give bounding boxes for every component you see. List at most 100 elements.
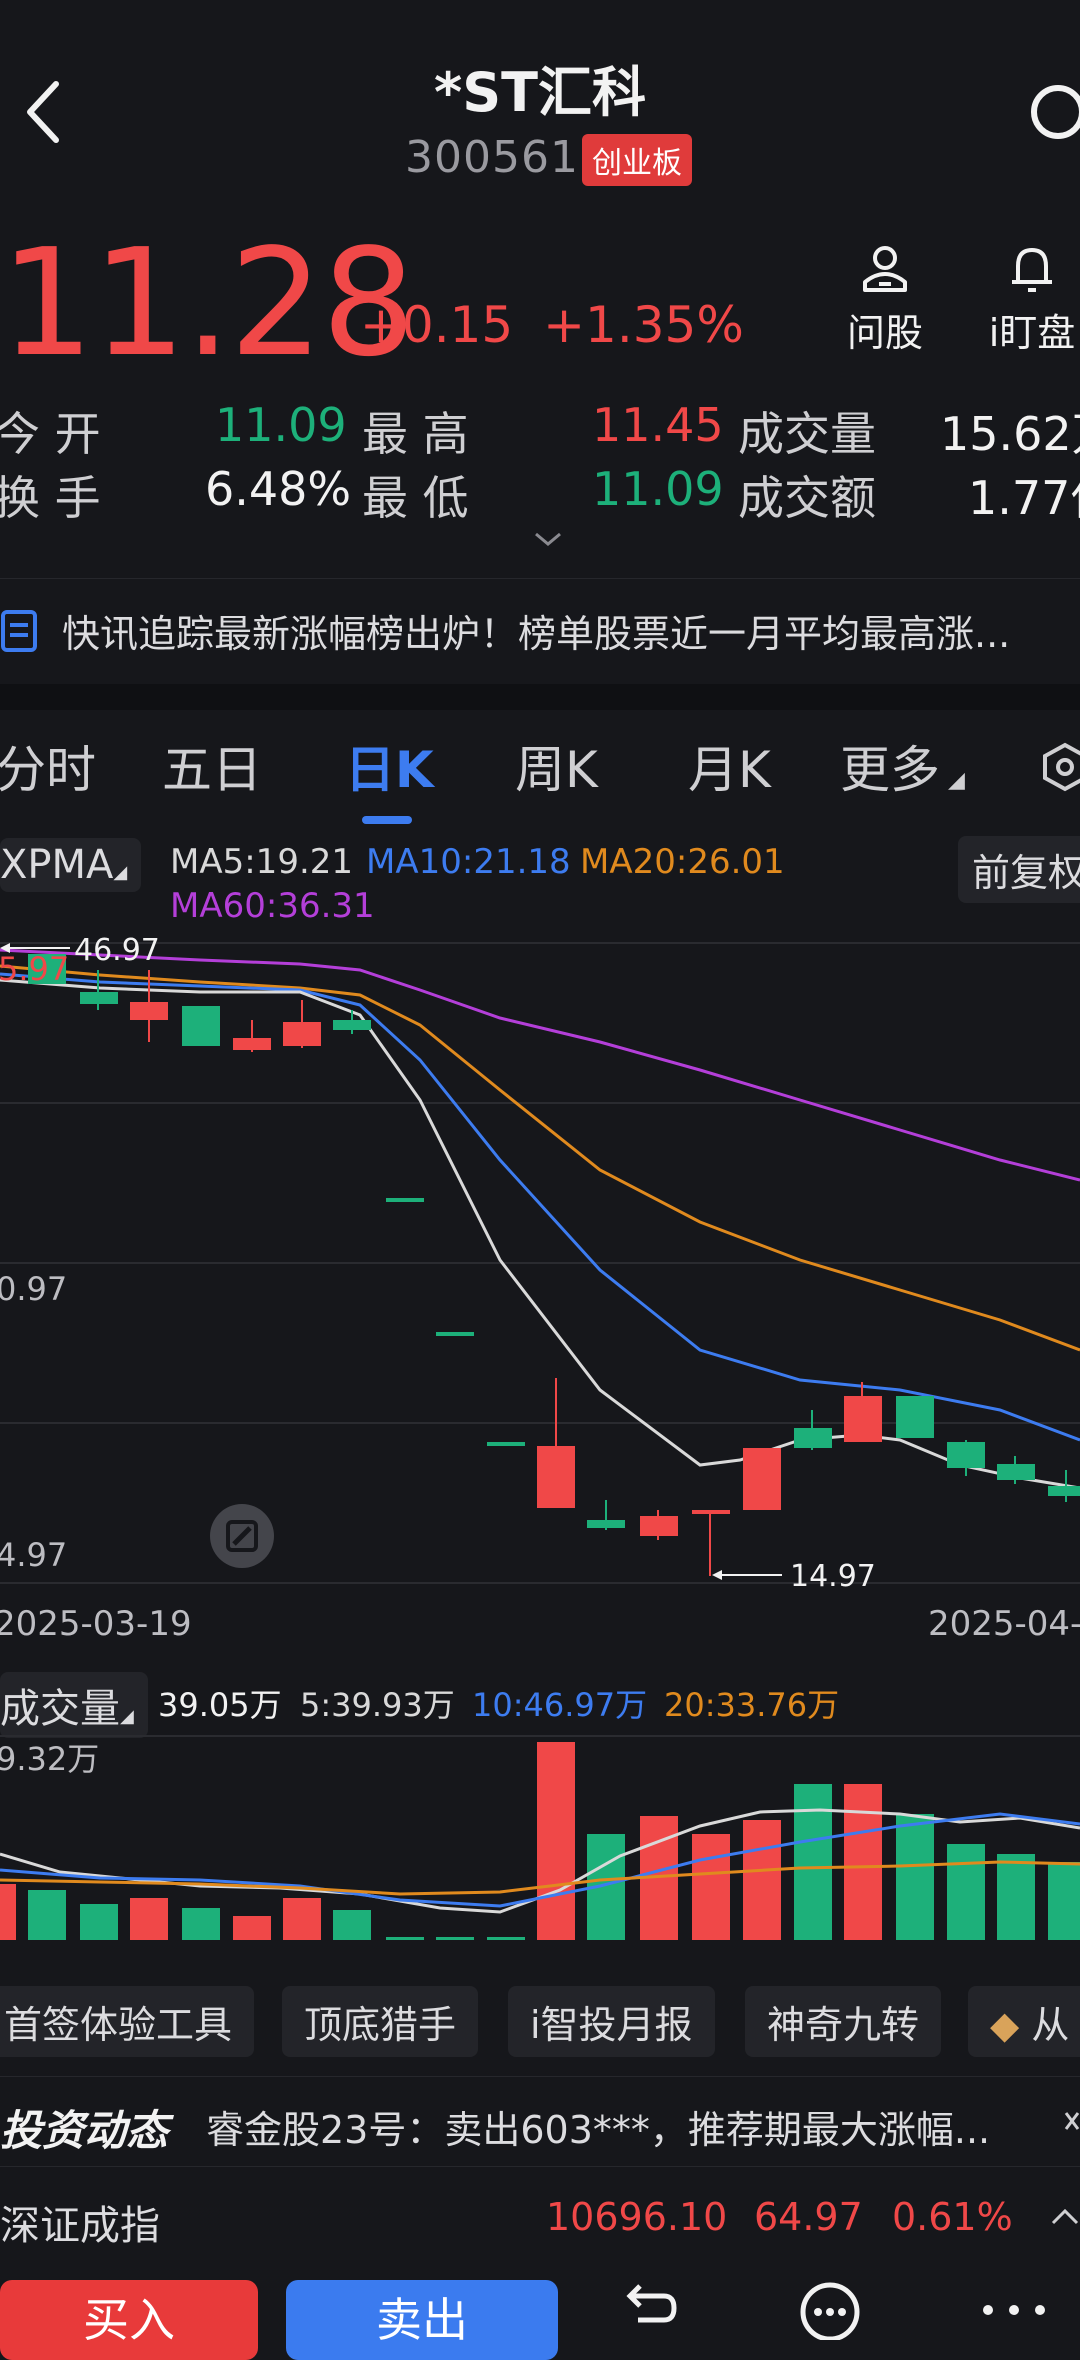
news-bar[interactable]: 快讯追踪最新涨幅榜出炉！榜单股票近一月平均最高涨... <box>0 578 1080 679</box>
candle-6 <box>283 1000 321 1048</box>
volume-bar-1 <box>0 1884 16 1940</box>
y-label-top: 5.97 <box>0 950 69 988</box>
low-label: 最 低 <box>362 471 469 525</box>
change-value: +0.15 <box>360 296 514 354</box>
settings-icon[interactable] <box>1040 742 1080 792</box>
low-marker-label: 14.97 <box>790 1559 876 1590</box>
tab-more-label: 更多 <box>840 741 940 799</box>
user-icon <box>863 246 907 292</box>
volume-caret-icon: ◢ <box>120 1706 134 1727</box>
stock-code: 300561 <box>405 132 579 183</box>
volume-ma20: 20:33.76万 <box>664 1686 840 1724</box>
candle-11 <box>537 1378 575 1508</box>
indicator-caret-icon: ◢ <box>113 862 128 883</box>
turnover-label: 换 手 <box>0 471 101 525</box>
tab-more[interactable]: 更多 ◢ <box>840 730 965 802</box>
candle-4 <box>182 1006 220 1046</box>
tab-five-day[interactable]: 五日 <box>162 741 262 799</box>
candle-1 <box>28 954 66 984</box>
tab-monthly-k[interactable]: 月K <box>688 741 771 799</box>
price-change: +0.15 +1.35% <box>360 296 744 354</box>
feature-chip-5[interactable]: ◆ 从 <box>968 1986 1080 2057</box>
low-marker: 14.97 <box>712 1559 876 1590</box>
tab-intraday[interactable]: 分时 <box>0 741 96 799</box>
low-value: 11.09 <box>592 462 724 516</box>
close-icon[interactable] <box>1064 2109 1080 2133</box>
feature-chip-2[interactable]: 顶底猎手 <box>282 1986 479 2057</box>
period-tabs: 分时 五日 日K 周K 月K 更多 ◢ <box>0 730 1080 824</box>
volume-ma10-line <box>0 1812 1080 1908</box>
volume-bar-11 <box>487 1937 525 1940</box>
volume-bar-12 <box>537 1742 575 1940</box>
y-label-mid: 0.97 <box>0 1270 67 1308</box>
ma5-label: MA5:19.21 <box>170 842 354 882</box>
candle-15 <box>743 1448 781 1510</box>
watch-button[interactable]: i盯盘 <box>962 240 1080 357</box>
adjust-button[interactable]: 前复权 <box>958 836 1080 903</box>
feature-chip-1[interactable]: 首签体验工具 <box>0 1986 255 2057</box>
ask-stock-label: 问股 <box>846 311 923 355</box>
volume-selector[interactable]: 成交量◢ <box>0 1672 148 1738</box>
back-icon[interactable] <box>22 78 62 150</box>
invest-news-bar[interactable]: 投资动态 睿金股23号：卖出603***，推荐期最大涨幅... <box>0 2076 1080 2167</box>
volume-bar-21 <box>997 1854 1035 1940</box>
volume-axis-max: 9.32万 <box>0 1740 99 1778</box>
candle-12 <box>587 1500 625 1530</box>
sell-button[interactable]: 卖出 <box>286 2280 558 2360</box>
volume-bar-15 <box>692 1834 730 1940</box>
ma60-line <box>0 948 1080 1182</box>
bell-icon <box>1012 248 1052 292</box>
volume-bar-8 <box>333 1910 371 1940</box>
tab-active-underline <box>362 816 412 824</box>
candle-7 <box>333 1010 371 1034</box>
candle-20 <box>997 1456 1035 1484</box>
buy-button[interactable]: 买入 <box>0 2280 258 2360</box>
comment-icon[interactable] <box>798 2280 862 2344</box>
candle-8 <box>386 1198 424 1202</box>
expand-chevron-icon[interactable] <box>533 530 563 554</box>
amount-value: 1.77亿 <box>968 471 1080 525</box>
chevron-up-icon[interactable] <box>1050 2207 1080 2227</box>
amount-label: 成交额 <box>738 471 876 525</box>
volume-value: 39.05万 <box>158 1686 282 1724</box>
search-icon[interactable] <box>1028 82 1080 146</box>
tab-weekly-k[interactable]: 周K <box>515 741 598 799</box>
high-marker: 46.97 <box>0 933 160 968</box>
date-start: 2025-03-19 <box>0 1604 192 1644</box>
date-end: 2025-04- <box>928 1604 1080 1644</box>
index-value: 10696.10 <box>546 2195 728 2239</box>
more-icon[interactable] <box>978 2300 1058 2324</box>
volume-bar-4 <box>130 1898 168 1940</box>
candle-3 <box>130 970 168 1042</box>
drawing-tool-button[interactable] <box>210 1504 274 1568</box>
y-label-bottom: 4.97 <box>0 1536 67 1574</box>
open-value: 11.09 <box>215 398 347 452</box>
ask-stock-button[interactable]: 问股 <box>815 240 955 357</box>
candle-17 <box>844 1382 882 1442</box>
open-label: 今 开 <box>0 407 101 461</box>
volume-bar-7 <box>283 1898 321 1940</box>
index-bar[interactable]: 深证成指 10696.10 64.97 0.61% <box>0 2166 1080 2267</box>
dropdown-caret-icon: ◢ <box>948 768 965 793</box>
ma60-label: MA60:36.31 <box>170 886 375 926</box>
volume-bar-5 <box>182 1908 220 1940</box>
invest-brand: 投资动态 <box>0 2106 169 2155</box>
section-divider <box>0 684 1080 710</box>
kline-chart[interactable]: 46.97 14.97 5.97 0.97 4.97 <box>0 930 1080 1590</box>
feature-chip-3[interactable]: i智投月报 <box>508 1986 715 2057</box>
volume-bar-2 <box>28 1890 66 1940</box>
volume-bar-9 <box>386 1937 424 1940</box>
tab-daily-k[interactable]: 日K <box>345 741 434 799</box>
candle-18 <box>896 1396 934 1438</box>
volume-bar-22 <box>1048 1862 1080 1940</box>
candle-21 <box>1048 1470 1080 1502</box>
undo-icon[interactable] <box>618 2282 678 2344</box>
volume-chart[interactable]: 9.32万 <box>0 1730 1080 1950</box>
indicator-selector[interactable]: XPMA◢ <box>0 838 142 892</box>
candle-10 <box>487 1442 525 1446</box>
volume-bar-17 <box>794 1784 832 1940</box>
candle-5 <box>233 1020 271 1052</box>
ma20-line <box>0 964 1080 1352</box>
feature-chip-4[interactable]: 神奇九转 <box>745 1986 942 2057</box>
stock-title: *ST汇科 <box>434 61 646 124</box>
